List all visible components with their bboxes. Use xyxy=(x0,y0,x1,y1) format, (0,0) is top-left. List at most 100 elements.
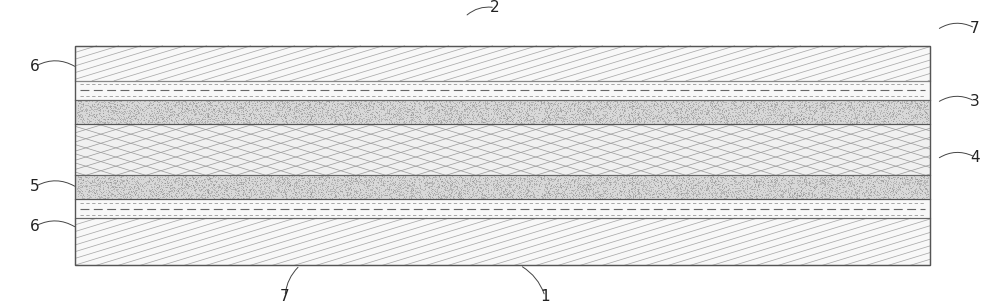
Point xyxy=(369,116,385,120)
Point xyxy=(743,174,759,179)
Point xyxy=(749,180,765,185)
Point xyxy=(612,186,628,191)
Point xyxy=(287,103,303,108)
Point xyxy=(630,181,646,186)
Point xyxy=(812,189,828,194)
Point xyxy=(227,109,243,114)
Point xyxy=(677,192,693,197)
Point xyxy=(627,188,643,192)
Point xyxy=(318,99,334,104)
Point xyxy=(181,120,197,124)
Point xyxy=(874,103,890,108)
Point xyxy=(462,105,478,110)
Point xyxy=(487,182,503,187)
Point xyxy=(152,187,168,192)
Point xyxy=(609,102,625,107)
Point xyxy=(769,177,785,181)
Point xyxy=(255,193,271,198)
Point xyxy=(78,175,94,180)
Point xyxy=(328,118,344,123)
Point xyxy=(293,186,309,191)
Point xyxy=(310,194,326,199)
Point xyxy=(796,178,812,183)
Point xyxy=(755,185,771,190)
Point xyxy=(737,183,753,188)
Point xyxy=(507,174,523,179)
Point xyxy=(915,104,931,109)
Point xyxy=(916,103,932,108)
Point xyxy=(421,118,437,123)
Point xyxy=(749,190,765,195)
Point xyxy=(550,118,566,123)
Point xyxy=(612,174,628,179)
Point xyxy=(501,179,517,184)
Point xyxy=(415,177,431,182)
Point xyxy=(738,194,754,199)
Point xyxy=(375,192,391,197)
Point xyxy=(875,119,891,124)
Point xyxy=(239,100,255,105)
Point xyxy=(314,189,330,194)
Point xyxy=(567,118,583,123)
Point xyxy=(628,176,644,181)
Point xyxy=(610,106,626,111)
Point xyxy=(462,102,478,107)
Point xyxy=(403,117,419,121)
Point xyxy=(801,112,817,117)
Point xyxy=(885,113,901,118)
Point xyxy=(673,117,689,122)
Point xyxy=(525,192,541,196)
Point xyxy=(865,106,881,110)
Point xyxy=(71,190,87,195)
Point xyxy=(275,119,291,124)
Point xyxy=(171,111,187,116)
Point xyxy=(124,181,140,186)
Point xyxy=(541,102,557,107)
Point xyxy=(842,179,858,184)
Point xyxy=(465,114,481,119)
Point xyxy=(732,108,748,113)
Point xyxy=(883,182,899,187)
Point xyxy=(275,105,291,110)
Point xyxy=(338,192,354,197)
Point xyxy=(804,105,820,110)
Point xyxy=(119,177,135,182)
Point xyxy=(753,178,769,183)
Point xyxy=(147,117,163,122)
Point xyxy=(241,100,257,105)
Point xyxy=(212,190,228,195)
Point xyxy=(612,120,628,125)
Point xyxy=(180,118,196,123)
Point xyxy=(133,120,149,125)
Point xyxy=(97,120,113,125)
Point xyxy=(159,185,175,190)
Point xyxy=(865,99,881,104)
Point xyxy=(459,187,475,192)
Point xyxy=(149,106,165,110)
Point xyxy=(659,102,675,107)
Point xyxy=(699,108,715,113)
Point xyxy=(93,118,109,123)
Point xyxy=(399,106,415,111)
Point xyxy=(492,116,508,121)
Point xyxy=(740,102,756,107)
Point xyxy=(150,190,166,195)
Point xyxy=(75,116,91,121)
Point xyxy=(344,105,360,109)
Point xyxy=(439,110,455,115)
Point xyxy=(639,104,655,109)
Point xyxy=(559,181,575,186)
Point xyxy=(853,188,869,193)
Point xyxy=(887,181,903,185)
Point xyxy=(190,116,206,120)
Point xyxy=(404,104,420,109)
Point xyxy=(129,179,145,184)
Point xyxy=(612,112,628,117)
Point xyxy=(261,194,277,199)
Point xyxy=(916,114,932,119)
Point xyxy=(354,117,370,121)
Point xyxy=(181,108,197,113)
Point xyxy=(183,111,199,116)
Point xyxy=(196,176,212,181)
Point xyxy=(487,192,503,197)
